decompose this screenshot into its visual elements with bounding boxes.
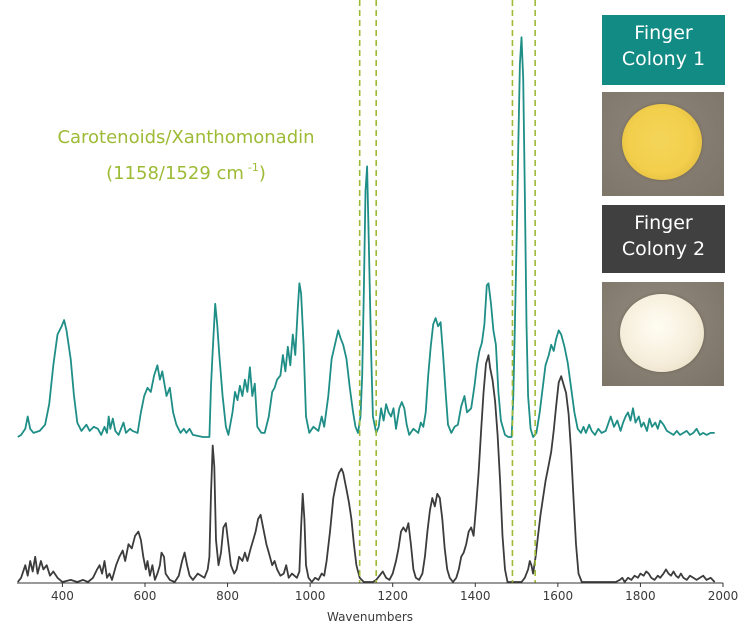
colony-1-photo [602, 92, 724, 196]
x-axis-title: Wavenumbers [327, 610, 413, 624]
x-tick-label-1000: 1000 [295, 589, 326, 603]
badge-1-line1: Finger [634, 22, 693, 44]
x-tick-label-1200: 1200 [377, 589, 408, 603]
legend-badge-colony-2: Finger Colony 2 [602, 205, 725, 273]
badge-2-line2: Colony 2 [621, 238, 706, 260]
colony-2-photo [602, 282, 724, 386]
badge-2-line1: Finger [634, 212, 693, 234]
x-tick-label-2000: 2000 [708, 589, 739, 603]
annotation-line2: (1158/1529 cm -1) [106, 161, 266, 184]
spectrum-line-2 [17, 354, 716, 583]
highlight-lines [358, 0, 536, 583]
spectrum-line-1 [17, 36, 715, 438]
legend-badge-colony-1: Finger Colony 1 [602, 15, 725, 85]
x-tick-label-1800: 1800 [625, 589, 656, 603]
x-tick-label-1600: 1600 [543, 589, 574, 603]
annotation-superscript: -1 [248, 161, 259, 174]
x-tick-label-800: 800 [216, 589, 239, 603]
spectra-layer [17, 36, 716, 583]
x-axis-ticks: 400 600 800 1000 1200 1400 1600 1800 2000 [51, 583, 738, 603]
x-tick-label-400: 400 [51, 589, 74, 603]
annotation-line2-end: ) [259, 163, 266, 184]
annotation-line1: Carotenoids/Xanthomonadin [57, 127, 314, 148]
x-tick-label-1400: 1400 [460, 589, 491, 603]
annotation-line2-main: (1158/1529 cm [106, 163, 244, 184]
white-colony-image [620, 294, 704, 372]
x-tick-label-600: 600 [134, 589, 157, 603]
yellow-colony-image [622, 104, 702, 180]
badge-1-line2: Colony 1 [621, 48, 706, 70]
